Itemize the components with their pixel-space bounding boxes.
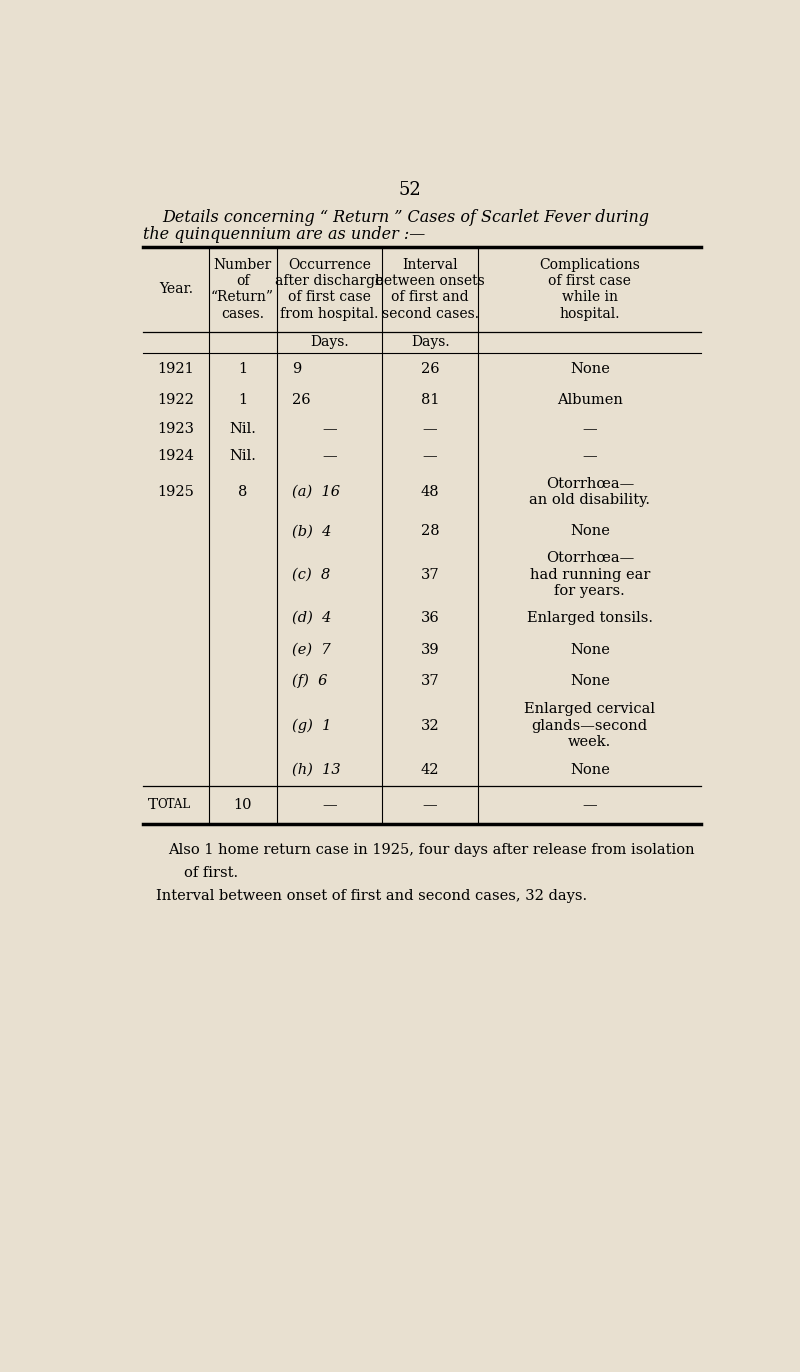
Text: —: — [582,423,597,436]
Text: —: — [322,449,337,462]
Text: 10: 10 [234,799,252,812]
Text: 37: 37 [421,674,439,689]
Text: 1924: 1924 [158,449,194,462]
Text: (b)  4: (b) 4 [292,524,331,538]
Text: Days.: Days. [411,335,450,348]
Text: 1922: 1922 [158,394,194,407]
Text: Nil.: Nil. [229,449,256,462]
Text: —: — [322,799,337,812]
Text: Occurrence
after discharge
of first case
from hospital.: Occurrence after discharge of first case… [275,258,383,321]
Text: Complications
of first case
while in
hospital.: Complications of first case while in hos… [539,258,640,321]
Text: (a)  16: (a) 16 [292,486,340,499]
Text: —: — [322,423,337,436]
Text: (f)  6: (f) 6 [292,674,327,689]
Text: Enlarged tonsils.: Enlarged tonsils. [526,611,653,624]
Text: None: None [570,674,610,689]
Text: —: — [423,799,438,812]
Text: —: — [423,449,438,462]
Text: Year.: Year. [159,283,193,296]
Text: 48: 48 [421,486,439,499]
Text: T: T [148,799,158,812]
Text: 42: 42 [421,763,439,777]
Text: Nil.: Nil. [229,423,256,436]
Text: —: — [582,449,597,462]
Text: 1921: 1921 [158,362,194,376]
Text: 1: 1 [238,362,247,376]
Text: 26: 26 [421,362,439,376]
Text: 1: 1 [238,394,247,407]
Text: None: None [570,524,610,538]
Text: (c)  8: (c) 8 [292,568,330,582]
Text: 8: 8 [238,486,247,499]
Text: 39: 39 [421,642,439,657]
Text: OTAL: OTAL [157,799,190,811]
Text: 81: 81 [421,394,439,407]
Text: 1923: 1923 [158,423,194,436]
Text: 1925: 1925 [158,486,194,499]
Text: Days.: Days. [310,335,349,348]
Text: Enlarged cervical
glands—second
week.: Enlarged cervical glands—second week. [524,702,655,749]
Text: 52: 52 [398,181,422,199]
Text: of first.: of first. [184,866,238,879]
Text: Number
of
“Return”
cases.: Number of “Return” cases. [211,258,274,321]
Text: 36: 36 [421,611,439,624]
Text: None: None [570,642,610,657]
Text: 32: 32 [421,719,439,733]
Text: Also 1 home return case in 1925, four days after release from isolation: Also 1 home return case in 1925, four da… [168,842,695,858]
Text: Details concerning “ Return ” Cases of Scarlet Fever during: Details concerning “ Return ” Cases of S… [162,209,649,226]
Text: Otorrhœa—
had running ear
for years.: Otorrhœa— had running ear for years. [530,552,650,598]
Text: Albumen: Albumen [557,394,622,407]
Text: 28: 28 [421,524,439,538]
Text: Otorrhœa—
an old disability.: Otorrhœa— an old disability. [530,477,650,508]
Text: (h)  13: (h) 13 [292,763,341,777]
Text: (d)  4: (d) 4 [292,611,331,624]
Text: the quinquennium are as under :—: the quinquennium are as under :— [143,226,426,243]
Text: 26: 26 [292,394,311,407]
Text: None: None [570,362,610,376]
Text: Interval between onset of first and second cases, 32 days.: Interval between onset of first and seco… [156,889,587,903]
Text: 37: 37 [421,568,439,582]
Text: —: — [582,799,597,812]
Text: Interval
between onsets
of first and
second cases.: Interval between onsets of first and sec… [375,258,485,321]
Text: (g)  1: (g) 1 [292,719,331,733]
Text: —: — [423,423,438,436]
Text: None: None [570,763,610,777]
Text: 9: 9 [292,362,302,376]
Text: (e)  7: (e) 7 [292,642,331,657]
